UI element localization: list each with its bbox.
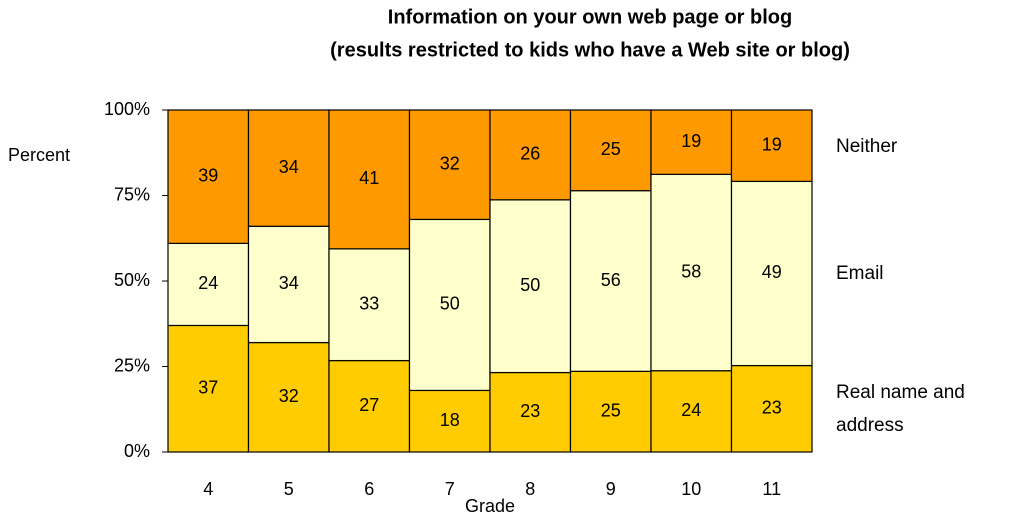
bar-segment bbox=[489, 371, 572, 453]
chart-subtitle: (results restricted to kids who have a W… bbox=[330, 39, 850, 61]
value-label: 23 bbox=[762, 398, 782, 418]
value-label: 34 bbox=[279, 273, 299, 293]
legend-label: Neither bbox=[836, 135, 898, 157]
x-tick-label: 11 bbox=[762, 479, 781, 499]
bar-segment bbox=[489, 109, 572, 201]
value-label: 32 bbox=[440, 153, 460, 173]
value-label: 19 bbox=[762, 134, 782, 154]
x-tick-label: 9 bbox=[606, 479, 616, 499]
value-label: 33 bbox=[359, 293, 379, 313]
bar-segment bbox=[247, 341, 330, 453]
legend-label: Real name and address bbox=[836, 381, 965, 436]
x-tick-label: 6 bbox=[364, 479, 374, 499]
value-label: 25 bbox=[601, 400, 621, 420]
bar-segment bbox=[408, 218, 491, 392]
value-label: 56 bbox=[601, 270, 621, 290]
y-tick-label: 75% bbox=[114, 184, 150, 204]
bar-segment bbox=[730, 364, 813, 453]
value-label: 39 bbox=[198, 165, 218, 185]
bar-segment bbox=[167, 242, 250, 327]
x-tick-label: 8 bbox=[525, 479, 535, 499]
bar-segment bbox=[730, 109, 813, 183]
bar-segment bbox=[328, 359, 411, 453]
bar-segment bbox=[489, 199, 572, 374]
y-tick-label: 50% bbox=[114, 270, 150, 290]
chart-title: Information on your own web page or blog bbox=[388, 6, 792, 28]
value-label: 37 bbox=[198, 377, 218, 397]
bar-segment bbox=[730, 180, 813, 367]
bar-segment bbox=[569, 370, 652, 453]
value-label: 24 bbox=[198, 273, 218, 293]
legend-label: Email bbox=[836, 263, 884, 285]
x-tick-label: 4 bbox=[203, 479, 213, 499]
x-axis-label: Grade bbox=[465, 496, 515, 516]
bar-segment bbox=[247, 225, 330, 344]
bar-segment bbox=[650, 109, 733, 175]
value-label: 23 bbox=[520, 401, 540, 421]
value-label: 50 bbox=[520, 275, 540, 295]
value-label: 19 bbox=[681, 131, 701, 151]
value-label: 18 bbox=[440, 410, 460, 430]
bar-segment bbox=[328, 248, 411, 362]
value-label: 58 bbox=[681, 261, 701, 281]
value-label: 24 bbox=[681, 400, 701, 420]
value-label: 26 bbox=[520, 144, 540, 164]
value-label: 34 bbox=[279, 157, 299, 177]
bar-segment bbox=[408, 389, 491, 453]
value-label: 50 bbox=[440, 294, 460, 314]
value-label: 32 bbox=[279, 386, 299, 406]
y-tick-label: 0% bbox=[124, 441, 150, 461]
y-tick-label: 25% bbox=[114, 355, 150, 375]
x-tick-label: 10 bbox=[681, 479, 701, 499]
bar-segment bbox=[569, 109, 652, 192]
x-tick-label: 7 bbox=[445, 479, 455, 499]
bar-segment bbox=[167, 324, 250, 453]
value-label: 49 bbox=[762, 262, 782, 282]
bar-segment bbox=[569, 190, 652, 372]
value-label: 41 bbox=[359, 168, 379, 188]
y-axis-label: Percent bbox=[8, 145, 70, 165]
bar-segment bbox=[328, 109, 411, 250]
y-tick-label: 100% bbox=[104, 99, 150, 119]
bar-segment bbox=[650, 370, 733, 453]
x-tick-label: 5 bbox=[284, 479, 294, 499]
bar-segment bbox=[247, 109, 330, 227]
value-label: 27 bbox=[359, 395, 379, 415]
bar-segment bbox=[167, 109, 250, 244]
value-label: 25 bbox=[601, 139, 621, 159]
